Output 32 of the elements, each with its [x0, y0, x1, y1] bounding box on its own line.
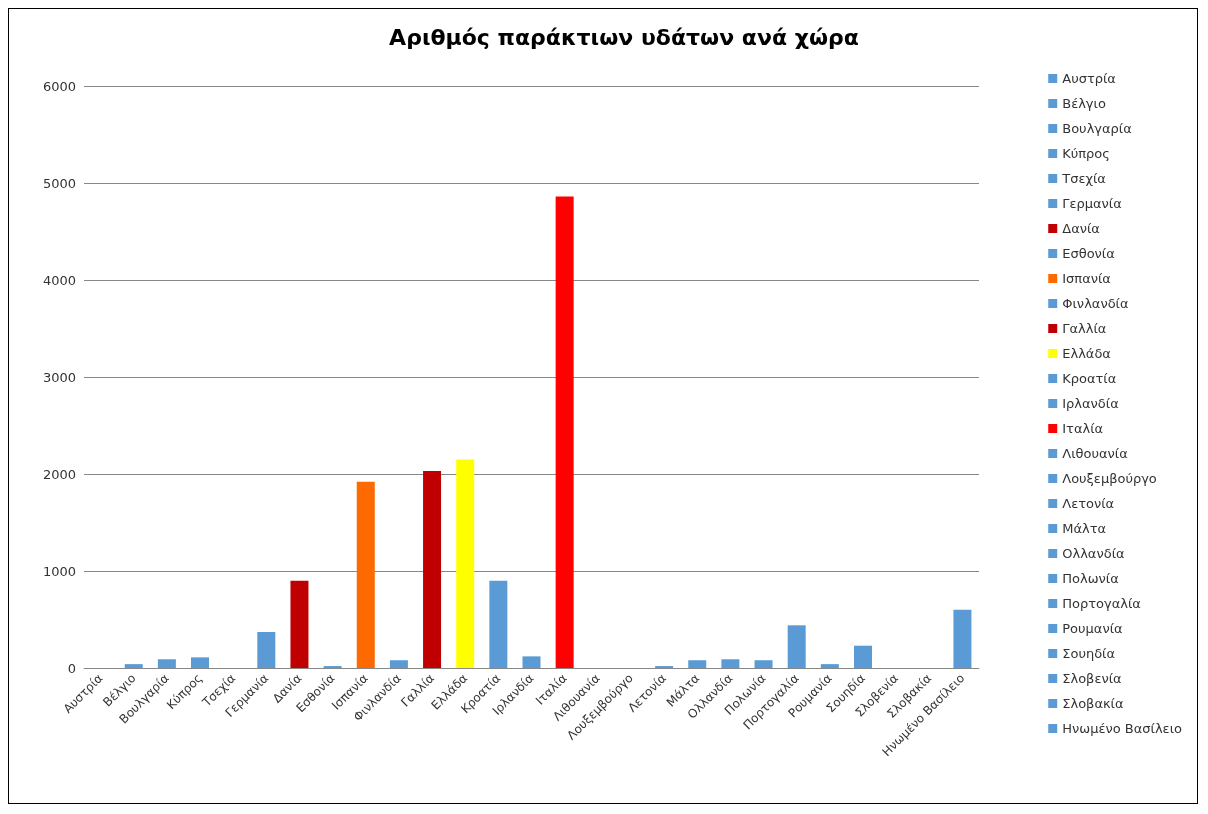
legend-label: Αυστρία — [1062, 71, 1116, 86]
legend-label: Ολλανδία — [1062, 546, 1125, 561]
y-tick-label: 3000 — [42, 369, 76, 385]
y-tick-label: 1000 — [42, 563, 76, 579]
y-tick-label: 6000 — [42, 78, 76, 94]
chart-title: Αριθμός παράκτιων υδάτων ανά χώρα — [389, 24, 859, 50]
y-tick-label: 5000 — [42, 175, 76, 191]
y-tick-label: 2000 — [42, 466, 76, 482]
legend-label: Μάλτα — [1062, 521, 1107, 536]
legend-label: Κροατία — [1062, 371, 1117, 386]
y-tick-label: 0 — [67, 660, 76, 676]
legend-label: Τσεχία — [1061, 171, 1106, 186]
legend-label: Κύπρος — [1062, 146, 1110, 161]
legend-label: Πορτογαλία — [1062, 596, 1141, 611]
legend-label: Ιρλανδία — [1062, 396, 1119, 411]
legend-label: Σουηδία — [1062, 646, 1116, 661]
legend-label: Δανία — [1062, 221, 1100, 236]
legend-label: Πολωνία — [1062, 571, 1119, 586]
legend-label: Ισπανία — [1062, 271, 1111, 286]
legend-label: Γερμανία — [1062, 196, 1122, 211]
legend-label: Ρουμανία — [1062, 621, 1123, 636]
legend-label: Βέλγιο — [1062, 96, 1106, 111]
legend-label: Βουλγαρία — [1062, 121, 1132, 136]
legend-label: Λουξεμβούργο — [1062, 471, 1157, 486]
legend-label: Γαλλία — [1062, 321, 1107, 336]
legend-label: Λετονία — [1062, 496, 1115, 511]
legend-label: Εσθονία — [1062, 246, 1115, 261]
legend-label: Ιταλία — [1062, 421, 1104, 436]
legend-label: Ελλάδα — [1062, 346, 1111, 361]
legend-label: Λιθουανία — [1062, 446, 1128, 461]
y-tick-label: 4000 — [42, 272, 76, 288]
legend-label: Φινλανδία — [1062, 296, 1129, 311]
